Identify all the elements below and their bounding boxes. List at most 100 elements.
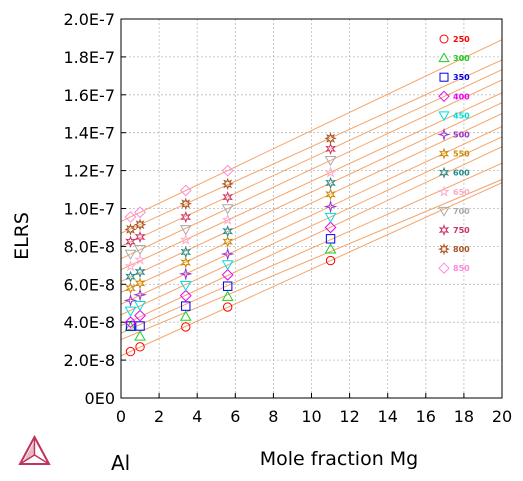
x-axis-title: Mole fraction Mg xyxy=(260,448,419,470)
data-point-300 xyxy=(324,243,337,254)
x-tick-label: 0 xyxy=(116,407,126,426)
data-point-800 xyxy=(221,177,234,191)
data-point-700 xyxy=(324,155,337,167)
data-point-700 xyxy=(221,204,234,215)
data-point-600 xyxy=(180,245,192,259)
data-point-500 xyxy=(220,247,235,261)
data-point-850 xyxy=(124,211,137,223)
legend-label-700: 700 xyxy=(453,207,470,216)
data-point-250 xyxy=(325,255,336,266)
fit-line-400 xyxy=(121,146,502,327)
legend-marker-450 xyxy=(438,111,450,122)
x-tick-label: 10 xyxy=(301,407,321,426)
fit-line-850 xyxy=(121,39,502,222)
fit-line-550 xyxy=(121,113,502,293)
legend-marker-750 xyxy=(438,224,450,236)
legend: 250 300 350 400 450 500 550 600 650 700 750 800 850 xyxy=(437,34,470,274)
data-point-400 xyxy=(324,221,337,234)
data-point-850 xyxy=(179,184,192,197)
legend-marker-600 xyxy=(438,166,450,179)
data-point-600 xyxy=(125,270,136,283)
y-tick-label: 1.2E-7 xyxy=(63,162,115,181)
data-point-400 xyxy=(134,309,146,322)
y-tick-label: 1.0E-7 xyxy=(63,200,115,219)
x-tick-label: 6 xyxy=(230,407,240,426)
data-point-500 xyxy=(123,293,138,308)
data-point-750 xyxy=(125,235,136,248)
fit-line-500 xyxy=(121,125,502,305)
legend-marker-300 xyxy=(438,52,450,63)
legend-label-800: 800 xyxy=(453,245,470,254)
fit-line-800 xyxy=(121,59,502,234)
data-point-600 xyxy=(134,265,146,279)
data-point-300 xyxy=(179,310,192,321)
y-tick-label: 2.0E-8 xyxy=(63,351,115,370)
y-tick-label: 0E0 xyxy=(85,389,115,408)
data-point-800 xyxy=(324,132,337,145)
data-points xyxy=(123,132,338,357)
legend-marker-800 xyxy=(437,243,451,256)
data-point-350 xyxy=(222,281,233,291)
x-tick-label: 18 xyxy=(454,407,474,426)
data-point-250 xyxy=(135,342,145,352)
y-tick-label: 1.6E-7 xyxy=(63,86,115,105)
fit-line-350 xyxy=(121,162,502,334)
legend-marker-650 xyxy=(438,185,450,197)
legend-marker-850 xyxy=(438,262,450,274)
data-point-700 xyxy=(134,245,146,256)
legend-label-400: 400 xyxy=(453,92,470,101)
data-point-750 xyxy=(325,142,336,155)
data-point-650 xyxy=(134,253,146,265)
legend-label-500: 500 xyxy=(453,131,470,140)
x-tick-label: 8 xyxy=(268,407,278,426)
x-tick-label: 14 xyxy=(378,407,398,426)
data-point-650 xyxy=(221,213,234,225)
legend-marker-700 xyxy=(438,206,450,217)
data-point-750 xyxy=(134,230,146,244)
fit-line-600 xyxy=(121,102,502,282)
data-point-400 xyxy=(124,316,137,329)
y-axis-title: ELRS xyxy=(11,212,33,260)
data-point-400 xyxy=(179,289,192,302)
fit-line-700 xyxy=(121,79,502,260)
legend-label-850: 850 xyxy=(453,264,470,273)
data-point-250 xyxy=(181,322,191,332)
data-point-700 xyxy=(179,225,192,236)
data-point-550 xyxy=(325,188,336,201)
axes: 0 2 4 6 8 10 12 14 16 18 20 0E0 2.0E-8 4.0E-8 6.0E-8 8.… xyxy=(63,10,512,426)
data-point-550 xyxy=(125,281,136,295)
data-point-850 xyxy=(221,164,234,177)
data-point-300 xyxy=(221,290,234,301)
data-point-450 xyxy=(324,212,337,224)
legend-label-650: 650 xyxy=(453,188,470,197)
legend-marker-250 xyxy=(439,34,449,44)
data-point-400 xyxy=(221,268,234,281)
x-tick-label: 16 xyxy=(416,407,436,426)
data-point-500 xyxy=(323,199,338,214)
data-point-300 xyxy=(134,330,146,341)
x-tick-label: 12 xyxy=(339,407,359,426)
data-point-500 xyxy=(178,266,193,281)
legend-label-750: 750 xyxy=(453,226,470,235)
data-point-350 xyxy=(181,301,191,311)
data-point-700 xyxy=(124,249,137,260)
data-point-650 xyxy=(179,233,192,245)
data-point-350 xyxy=(325,234,336,244)
data-point-350 xyxy=(135,321,145,331)
data-point-650 xyxy=(124,260,137,272)
legend-marker-350 xyxy=(439,72,449,82)
thermo-calc-logo-icon xyxy=(18,434,51,465)
legend-marker-550 xyxy=(438,147,450,160)
data-point-550 xyxy=(134,277,146,290)
fit-line-250 xyxy=(121,182,502,357)
legend-label-600: 600 xyxy=(453,169,470,178)
data-point-550 xyxy=(222,235,234,248)
legend-marker-500 xyxy=(437,127,451,142)
legend-label-350: 350 xyxy=(453,73,470,82)
data-point-600 xyxy=(222,225,234,238)
x-tick-label: 2 xyxy=(154,407,164,426)
y-tick-label: 1.8E-7 xyxy=(63,48,115,67)
data-point-250 xyxy=(222,302,233,312)
data-point-800 xyxy=(179,197,193,210)
